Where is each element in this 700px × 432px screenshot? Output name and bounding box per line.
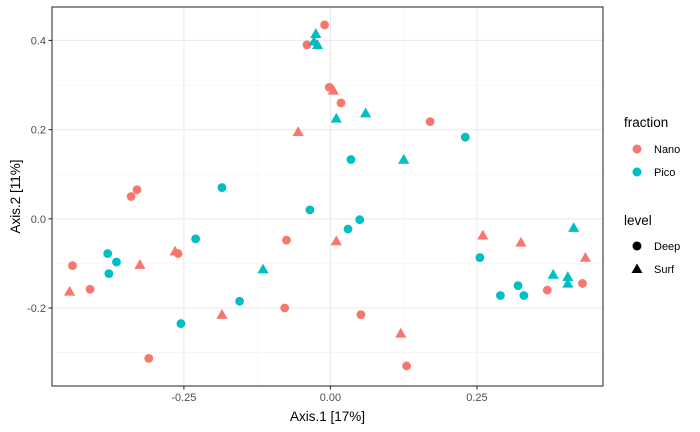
point-nano-surf — [292, 126, 304, 137]
point-pico-surf — [360, 107, 372, 118]
point-nano-deep — [144, 353, 154, 363]
legend-deep-key — [632, 241, 642, 251]
point-nano-surf — [216, 309, 228, 319]
x-axis-title: Axis.1 [17%] — [290, 409, 365, 424]
point-nano-deep — [578, 279, 587, 288]
point-pico-deep — [355, 215, 365, 225]
point-nano-surf — [579, 251, 592, 262]
x-tick-label: 0.25 — [466, 392, 487, 404]
point-nano-deep — [68, 261, 77, 271]
grid-layer — [52, 7, 603, 386]
point-nano-deep — [542, 285, 552, 295]
y-axis-title: Axis.2 [11%] — [8, 159, 23, 233]
legend-fraction-title: fraction — [624, 115, 668, 130]
legend-level-title: level — [624, 213, 652, 228]
point-pico-deep — [305, 205, 315, 215]
legend-deep-label: Deep — [654, 241, 680, 253]
point-pico-deep — [513, 281, 523, 291]
point-nano-deep — [356, 310, 366, 320]
legend-nano-label: Nano — [654, 144, 680, 156]
point-pico-deep — [103, 249, 113, 258]
point-pico-deep — [191, 234, 201, 244]
point-nano-surf — [330, 235, 342, 246]
panel-background — [52, 7, 603, 386]
legend-fraction: fraction Nano Pico — [624, 115, 680, 179]
panel-border — [51, 6, 604, 387]
legend-surf-label: Surf — [654, 264, 675, 276]
point-pico-surf — [562, 271, 574, 281]
legend-nano-key — [632, 144, 642, 154]
y-tick-label: 0.0 — [31, 214, 46, 226]
point-nano-deep — [425, 117, 435, 126]
legend-pico-key — [632, 167, 642, 177]
point-pico-deep — [496, 291, 505, 300]
legend-level: level Deep Surf — [624, 213, 680, 276]
point-nano-deep — [132, 185, 142, 195]
point-pico-deep — [346, 155, 356, 164]
point-pico-deep — [343, 224, 353, 234]
x-tick-label: -0.25 — [171, 392, 196, 404]
y-tick-label: 0.2 — [31, 125, 46, 137]
point-pico-deep — [460, 132, 470, 142]
point-nano-surf — [169, 245, 181, 256]
point-pico-deep — [112, 257, 121, 267]
point-pico-surf — [310, 28, 322, 38]
point-nano-deep — [302, 40, 312, 50]
point-nano-deep — [282, 235, 291, 245]
point-pico-surf — [311, 39, 324, 50]
point-pico-deep — [235, 296, 244, 306]
point-pico-deep — [217, 183, 227, 192]
point-nano-deep — [320, 20, 329, 30]
point-nano-deep — [85, 284, 95, 294]
point-nano-surf — [63, 285, 76, 296]
point-pico-surf — [257, 263, 269, 274]
legend-pico-label: Pico — [654, 167, 675, 179]
points-layer — [63, 20, 592, 371]
point-nano-deep — [280, 303, 290, 313]
point-pico-surf — [398, 153, 410, 164]
y-tick-label: -0.2 — [27, 303, 46, 315]
point-nano-deep — [402, 361, 412, 371]
point-pico-surf — [547, 268, 559, 279]
point-nano-surf — [327, 84, 339, 95]
point-pico-deep — [519, 291, 529, 300]
point-nano-surf — [134, 259, 146, 269]
point-nano-deep — [336, 98, 346, 108]
x-tick-label: 0.00 — [320, 392, 341, 404]
point-pico-surf — [568, 222, 580, 232]
point-pico-deep — [475, 253, 485, 262]
point-nano-surf — [515, 236, 527, 247]
point-pico-deep — [104, 269, 114, 279]
legend-surf-key — [631, 263, 643, 273]
point-nano-deep — [126, 192, 136, 201]
point-pico-surf — [562, 277, 574, 288]
point-nano-surf — [477, 229, 489, 240]
point-pico-surf — [330, 112, 342, 123]
point-nano-surf — [395, 327, 407, 338]
ticks-layer: -0.25 0.00 0.25 -0.2 0.0 0.2 0.4 — [27, 35, 488, 404]
point-pico-deep — [176, 319, 186, 328]
y-tick-label: 0.4 — [31, 35, 46, 47]
